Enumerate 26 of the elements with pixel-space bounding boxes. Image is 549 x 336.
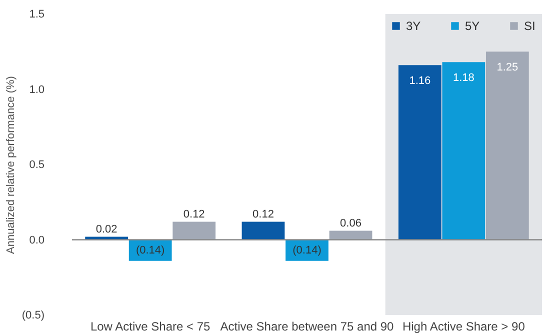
bar [242,222,285,240]
y-axis-title: Annualized relative performance (%) [4,76,17,254]
x-tick-label: Low Active Share < 75 [90,320,211,334]
bar [442,62,486,240]
y-tick-label: (0.5) [22,310,44,322]
data-label: 0.02 [96,224,118,236]
bar [172,222,216,240]
data-label: (0.14) [292,244,322,256]
y-tick-label: 1.5 [29,8,44,20]
data-label: (0.14) [136,244,165,256]
data-label: 1.18 [452,72,474,84]
y-tick-label: 1.0 [29,84,44,96]
x-tick-label: Active Share between 75 and 90 [220,320,394,334]
y-tick-label: 0.5 [29,159,44,171]
data-label: 0.12 [252,208,274,221]
y-tick-label: 0.0 [29,234,44,246]
legend-label: 3Y [406,19,421,33]
bar [486,52,529,240]
bar [398,65,442,240]
data-label: 0.06 [340,218,362,230]
x-tick-label: High Active Share > 90 [402,320,526,334]
data-label: 1.16 [409,75,431,88]
data-label: 1.25 [496,62,518,74]
data-label: 0.12 [183,208,205,221]
legend-label: 5Y [465,19,480,33]
legend-label: SI [524,19,536,33]
